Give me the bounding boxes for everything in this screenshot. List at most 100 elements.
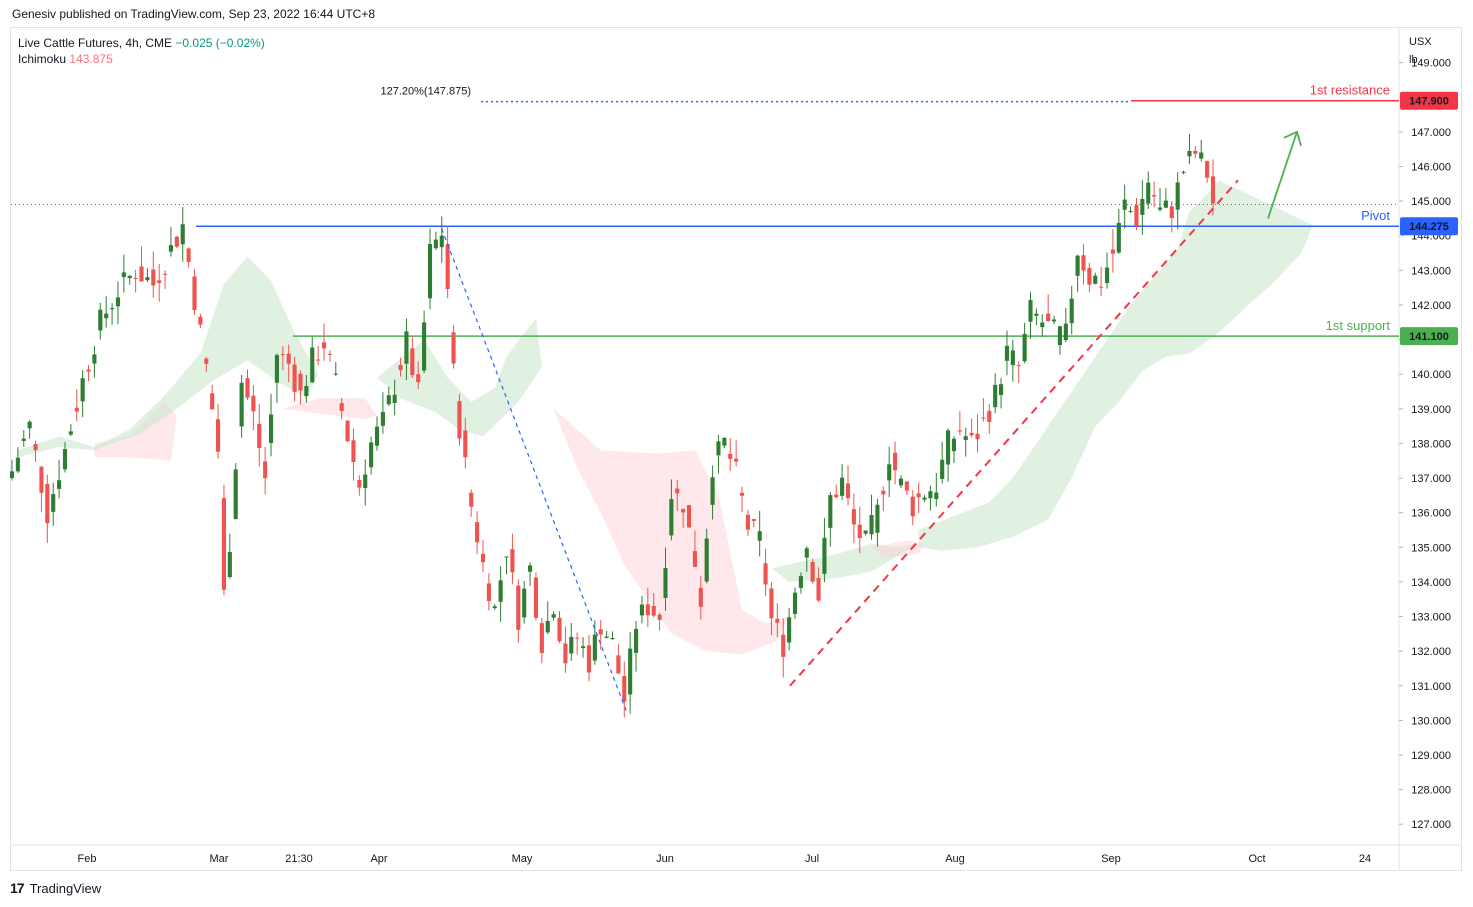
- candle-body: [787, 617, 792, 643]
- price-tick-label: 131.000: [1411, 681, 1451, 693]
- candle-body: [33, 444, 38, 451]
- chart-frame: [10, 27, 1462, 871]
- candle-body: [1175, 182, 1180, 210]
- candle-body: [80, 378, 85, 402]
- candle-body: [451, 332, 456, 364]
- candle-body: [351, 440, 356, 462]
- candle-body: [121, 272, 126, 277]
- candle-body: [675, 488, 680, 494]
- candle-body: [1205, 161, 1210, 178]
- candle-body: [728, 453, 733, 459]
- candle-body: [751, 519, 756, 521]
- candle-body: [1193, 150, 1198, 154]
- candle-body: [21, 438, 26, 441]
- candle-body: [363, 474, 368, 489]
- candle-body: [928, 491, 933, 499]
- price-unit-label: USX: [1409, 36, 1432, 48]
- time-tick-label: Feb: [78, 853, 97, 865]
- time-tick-label: Jul: [805, 853, 819, 865]
- candle-body: [710, 477, 715, 505]
- candle-body: [816, 577, 821, 601]
- price-badge-label: 144.275: [1409, 221, 1449, 233]
- ichimoku-cloud-region: [377, 318, 542, 437]
- candle-body: [410, 348, 415, 376]
- footer-brand[interactable]: 17 TradingView: [10, 880, 101, 896]
- candle-body: [598, 629, 603, 635]
- candle-body: [174, 236, 179, 247]
- candle-body: [1099, 286, 1104, 288]
- candle-body: [1152, 195, 1157, 197]
- candle-body: [398, 365, 403, 371]
- candle-body: [1140, 198, 1145, 215]
- price-tick-label: 135.000: [1411, 542, 1451, 554]
- candle-body: [304, 385, 309, 397]
- legend-symbol-row: Live Cattle Futures, 4h, CME −0.025 (−0.…: [18, 35, 265, 51]
- candle-body: [98, 309, 103, 331]
- price-unit-sublabel: lb: [1409, 54, 1418, 66]
- candle-body: [539, 623, 544, 654]
- candle-body: [704, 538, 709, 582]
- candle-body: [168, 245, 174, 252]
- candle-body: [957, 430, 962, 432]
- candle-body: [669, 499, 674, 536]
- candle-body: [575, 637, 580, 639]
- candle-body: [904, 481, 909, 491]
- candle-body: [686, 505, 692, 528]
- price-badge-label: 141.100: [1409, 331, 1449, 343]
- candle-body: [221, 498, 227, 590]
- price-tick-label: 139.000: [1411, 404, 1451, 416]
- candle-body: [1028, 300, 1033, 322]
- candle-body: [15, 457, 20, 472]
- candle-body: [245, 378, 250, 398]
- candle-body: [280, 354, 285, 356]
- candle-body: [993, 384, 998, 408]
- candle-body: [592, 634, 597, 661]
- time-tick-label: Apr: [370, 853, 387, 865]
- candle-body: [804, 548, 809, 558]
- price-tick-label: 133.000: [1411, 612, 1451, 624]
- candle-body: [1181, 171, 1186, 173]
- time-tick-label: 21:30: [285, 853, 313, 865]
- candle-body: [392, 394, 397, 404]
- price-tick-label: 137.000: [1411, 473, 1451, 485]
- price-badge: [1400, 91, 1458, 110]
- candle-body: [504, 556, 509, 558]
- candle-body: [951, 438, 957, 452]
- candle-body: [910, 496, 915, 517]
- level-name-label: 1st resistance: [1310, 83, 1390, 98]
- price-tick-label: 136.000: [1411, 508, 1451, 520]
- candle-body: [692, 551, 697, 567]
- price-tick-label: 146.000: [1411, 161, 1451, 173]
- price-tick-label: 134.000: [1411, 577, 1451, 589]
- candle-body: [781, 634, 786, 657]
- candle-body: [1087, 267, 1092, 285]
- price-tick-label: 142.000: [1411, 300, 1451, 312]
- candle-body: [716, 441, 721, 456]
- candle-body: [798, 576, 803, 588]
- candle-body: [369, 442, 374, 468]
- candle-body: [722, 437, 727, 446]
- candle-body: [310, 347, 315, 383]
- candle-body: [586, 645, 592, 673]
- candle-body: [940, 459, 945, 479]
- publisher-caption: Genesiv published on TradingView.com, Se…: [12, 7, 376, 21]
- candle-body: [657, 614, 662, 620]
- level-name-label: Pivot: [1361, 208, 1390, 223]
- candle-body: [45, 483, 50, 524]
- candle-body: [186, 248, 191, 262]
- time-tick-label: Sep: [1101, 853, 1121, 865]
- level-name-label: 1st support: [1326, 318, 1391, 333]
- candle-body: [292, 364, 297, 392]
- candle-body: [1169, 206, 1174, 219]
- candle-body: [1122, 199, 1127, 210]
- candle-body: [1163, 200, 1168, 208]
- candle-body: [1010, 350, 1015, 366]
- candle-body: [404, 331, 409, 364]
- candle-body: [745, 514, 750, 530]
- candle-body: [887, 464, 892, 481]
- candle-body: [810, 562, 815, 582]
- candle-body: [828, 495, 833, 528]
- candle-body: [875, 504, 880, 533]
- ichimoku-cloud-region: [17, 256, 319, 458]
